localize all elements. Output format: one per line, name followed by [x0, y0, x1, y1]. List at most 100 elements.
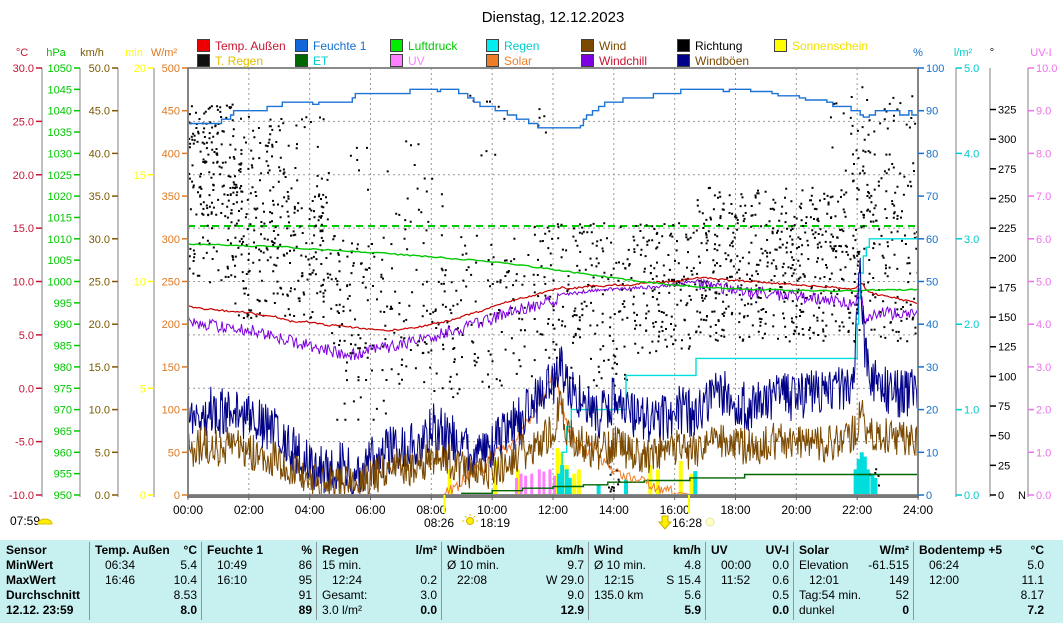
axis-tick-label: 400: [162, 148, 180, 160]
table-cell-value: 9.0: [567, 588, 584, 602]
table-cell-label: Ø 10 min.: [447, 558, 500, 572]
axis-tick-label: 980: [54, 362, 72, 374]
axis-tick-label: 1035: [48, 127, 72, 139]
table-separator: [441, 542, 442, 620]
x-tick-label: 02:00: [234, 503, 264, 517]
axis-tick-label: 25: [998, 460, 1010, 472]
table-header-4: Windböen: [447, 543, 505, 557]
axis-tick-label: 150: [998, 312, 1016, 324]
table-header-1: Temp. Außen: [95, 543, 170, 557]
axis-tick-label: 1.0: [964, 405, 979, 417]
table-cell-value: 3.0: [420, 588, 437, 602]
axis-tick-label: 1030: [48, 148, 72, 160]
axis-unit-label: W/m²: [151, 47, 178, 59]
table-cell-value: W 29.0: [545, 573, 584, 587]
table-cell-value: 5.0: [1027, 558, 1044, 572]
axis-tick-label: 9.0: [1036, 106, 1051, 118]
axis-tick-label: 2.0: [1036, 405, 1051, 417]
axis-tick-label: 965: [54, 426, 72, 438]
axis-tick-label: 0.0: [1036, 490, 1051, 502]
axis-tick-label: 1050: [48, 63, 72, 75]
axis-tick-label: 90: [926, 106, 938, 118]
table-header-unit: °C: [1030, 543, 1044, 557]
legend-label: Wind: [599, 38, 627, 53]
axis-tick-label: 200: [998, 253, 1016, 265]
sunrise-icon: [462, 514, 478, 525]
legend-label: Sonnenschein: [792, 38, 869, 53]
x-tick-label: 16:00: [660, 503, 690, 517]
axis-tick-label: 3.0: [964, 234, 979, 246]
table-header-3: Regen: [322, 543, 359, 557]
table-cell-value: 12.9: [560, 603, 584, 617]
legend-item-windchill: Windchill: [581, 54, 647, 67]
axis-tick-label: 10.0: [1036, 63, 1057, 75]
series-Luftdruck: [188, 242, 918, 293]
table-cell-label: Elevation: [799, 558, 849, 572]
table-cell-value: 89: [298, 603, 312, 617]
legend-label: Regen: [504, 38, 540, 53]
axis-tick-label: 20: [134, 63, 146, 75]
legend-label: Windchill: [599, 53, 648, 68]
legend-label: Luftdruck: [408, 38, 458, 53]
axis-tick-label: 20.0: [13, 170, 34, 182]
axis-tick-label: 970: [54, 405, 72, 417]
chart-legend-row-1: Temp. Außen Feuchte 1 Luftdruck Regen Wind Ri…: [0, 39, 1063, 52]
axis-tick-label: 5.0: [95, 447, 110, 459]
table-row-name: Durchschnitt: [6, 588, 81, 602]
axis-tick-label: 80: [926, 148, 938, 160]
axis-tick-label: 0.0: [95, 490, 110, 502]
axis-tick-label: 985: [54, 341, 72, 353]
axis-tick-label: 0: [174, 490, 180, 502]
legend-item-et: ET: [295, 54, 328, 67]
axis-tick-label: 125: [998, 342, 1016, 354]
table-cell-label: 06:34: [105, 558, 136, 572]
table-cell-value: 149: [888, 573, 909, 587]
axis-tick-label: 5.0: [19, 330, 34, 342]
table-cell-label: 00:00: [721, 558, 752, 572]
table-cell-label: 3.0 l/m²: [322, 603, 363, 617]
axis-l/m²: l/m² 0.0 1.0 2.0 3.0 4.0 5.0: [954, 47, 979, 502]
axis-tick-label: 70: [926, 191, 938, 203]
axis-tick-label: 4.0: [1036, 319, 1051, 331]
table-header-unit: km/h: [555, 543, 584, 557]
table-cell-label: 11:52: [721, 573, 751, 587]
pale-moon-icon: [705, 517, 715, 527]
table-cell-value: 9.7: [567, 558, 584, 572]
table-cell-label: 12:15: [604, 573, 635, 587]
table-separator: [913, 542, 914, 620]
axis-tick-label: 990: [54, 319, 72, 331]
table-header-6: UV: [711, 543, 728, 557]
legend-swatch: [197, 54, 210, 67]
series-Windböen: [188, 257, 918, 495]
axis-tick-label: 20.0: [89, 319, 110, 331]
table-cell-label: 16:46: [105, 573, 136, 587]
axis-tick-label: 100: [998, 371, 1016, 383]
axis-tick-label: 10: [134, 277, 146, 289]
table-cell-value: 0.5: [772, 588, 789, 602]
table-cell-value: 95: [298, 573, 312, 587]
x-tick-label: 24:00: [903, 503, 933, 517]
table-cell-label: 12:24: [332, 573, 363, 587]
sunrise-time: 08:26: [424, 516, 454, 530]
legend-swatch: [677, 54, 690, 67]
axis-UV-I: UV-I 0.0 1.0 2.0 3.0 4.0 5.0 6.0 7.0 8.0 9.0 10.0: [1027, 47, 1057, 502]
axis-tick-label: 45.0: [89, 106, 110, 118]
series-Solar: [188, 369, 918, 495]
series-Regen: [188, 238, 918, 495]
plot-area[interactable]: [188, 68, 920, 495]
legend-swatch: [390, 39, 403, 52]
axis-tick-label: 955: [54, 469, 72, 481]
legend-item-t-regen: T. Regen: [197, 54, 263, 67]
axis-°C: °C -10.0 -5.0 0.0 5.0 10.0 15.0 20.0 25.0 30.0: [9, 47, 43, 502]
table-cell-value: 8.17: [1020, 588, 1044, 602]
legend-swatch: [774, 39, 787, 52]
axis-unit-label: UV-I: [1030, 47, 1051, 59]
legend-item-richtung: Richtung: [677, 39, 742, 52]
legend-label: Feuchte 1: [313, 38, 367, 53]
legend-swatch: [677, 39, 690, 52]
table-row-name: MaxWert: [6, 573, 56, 587]
legend-label: ET: [313, 53, 329, 68]
axis-tick-label: -5.0: [15, 437, 34, 449]
